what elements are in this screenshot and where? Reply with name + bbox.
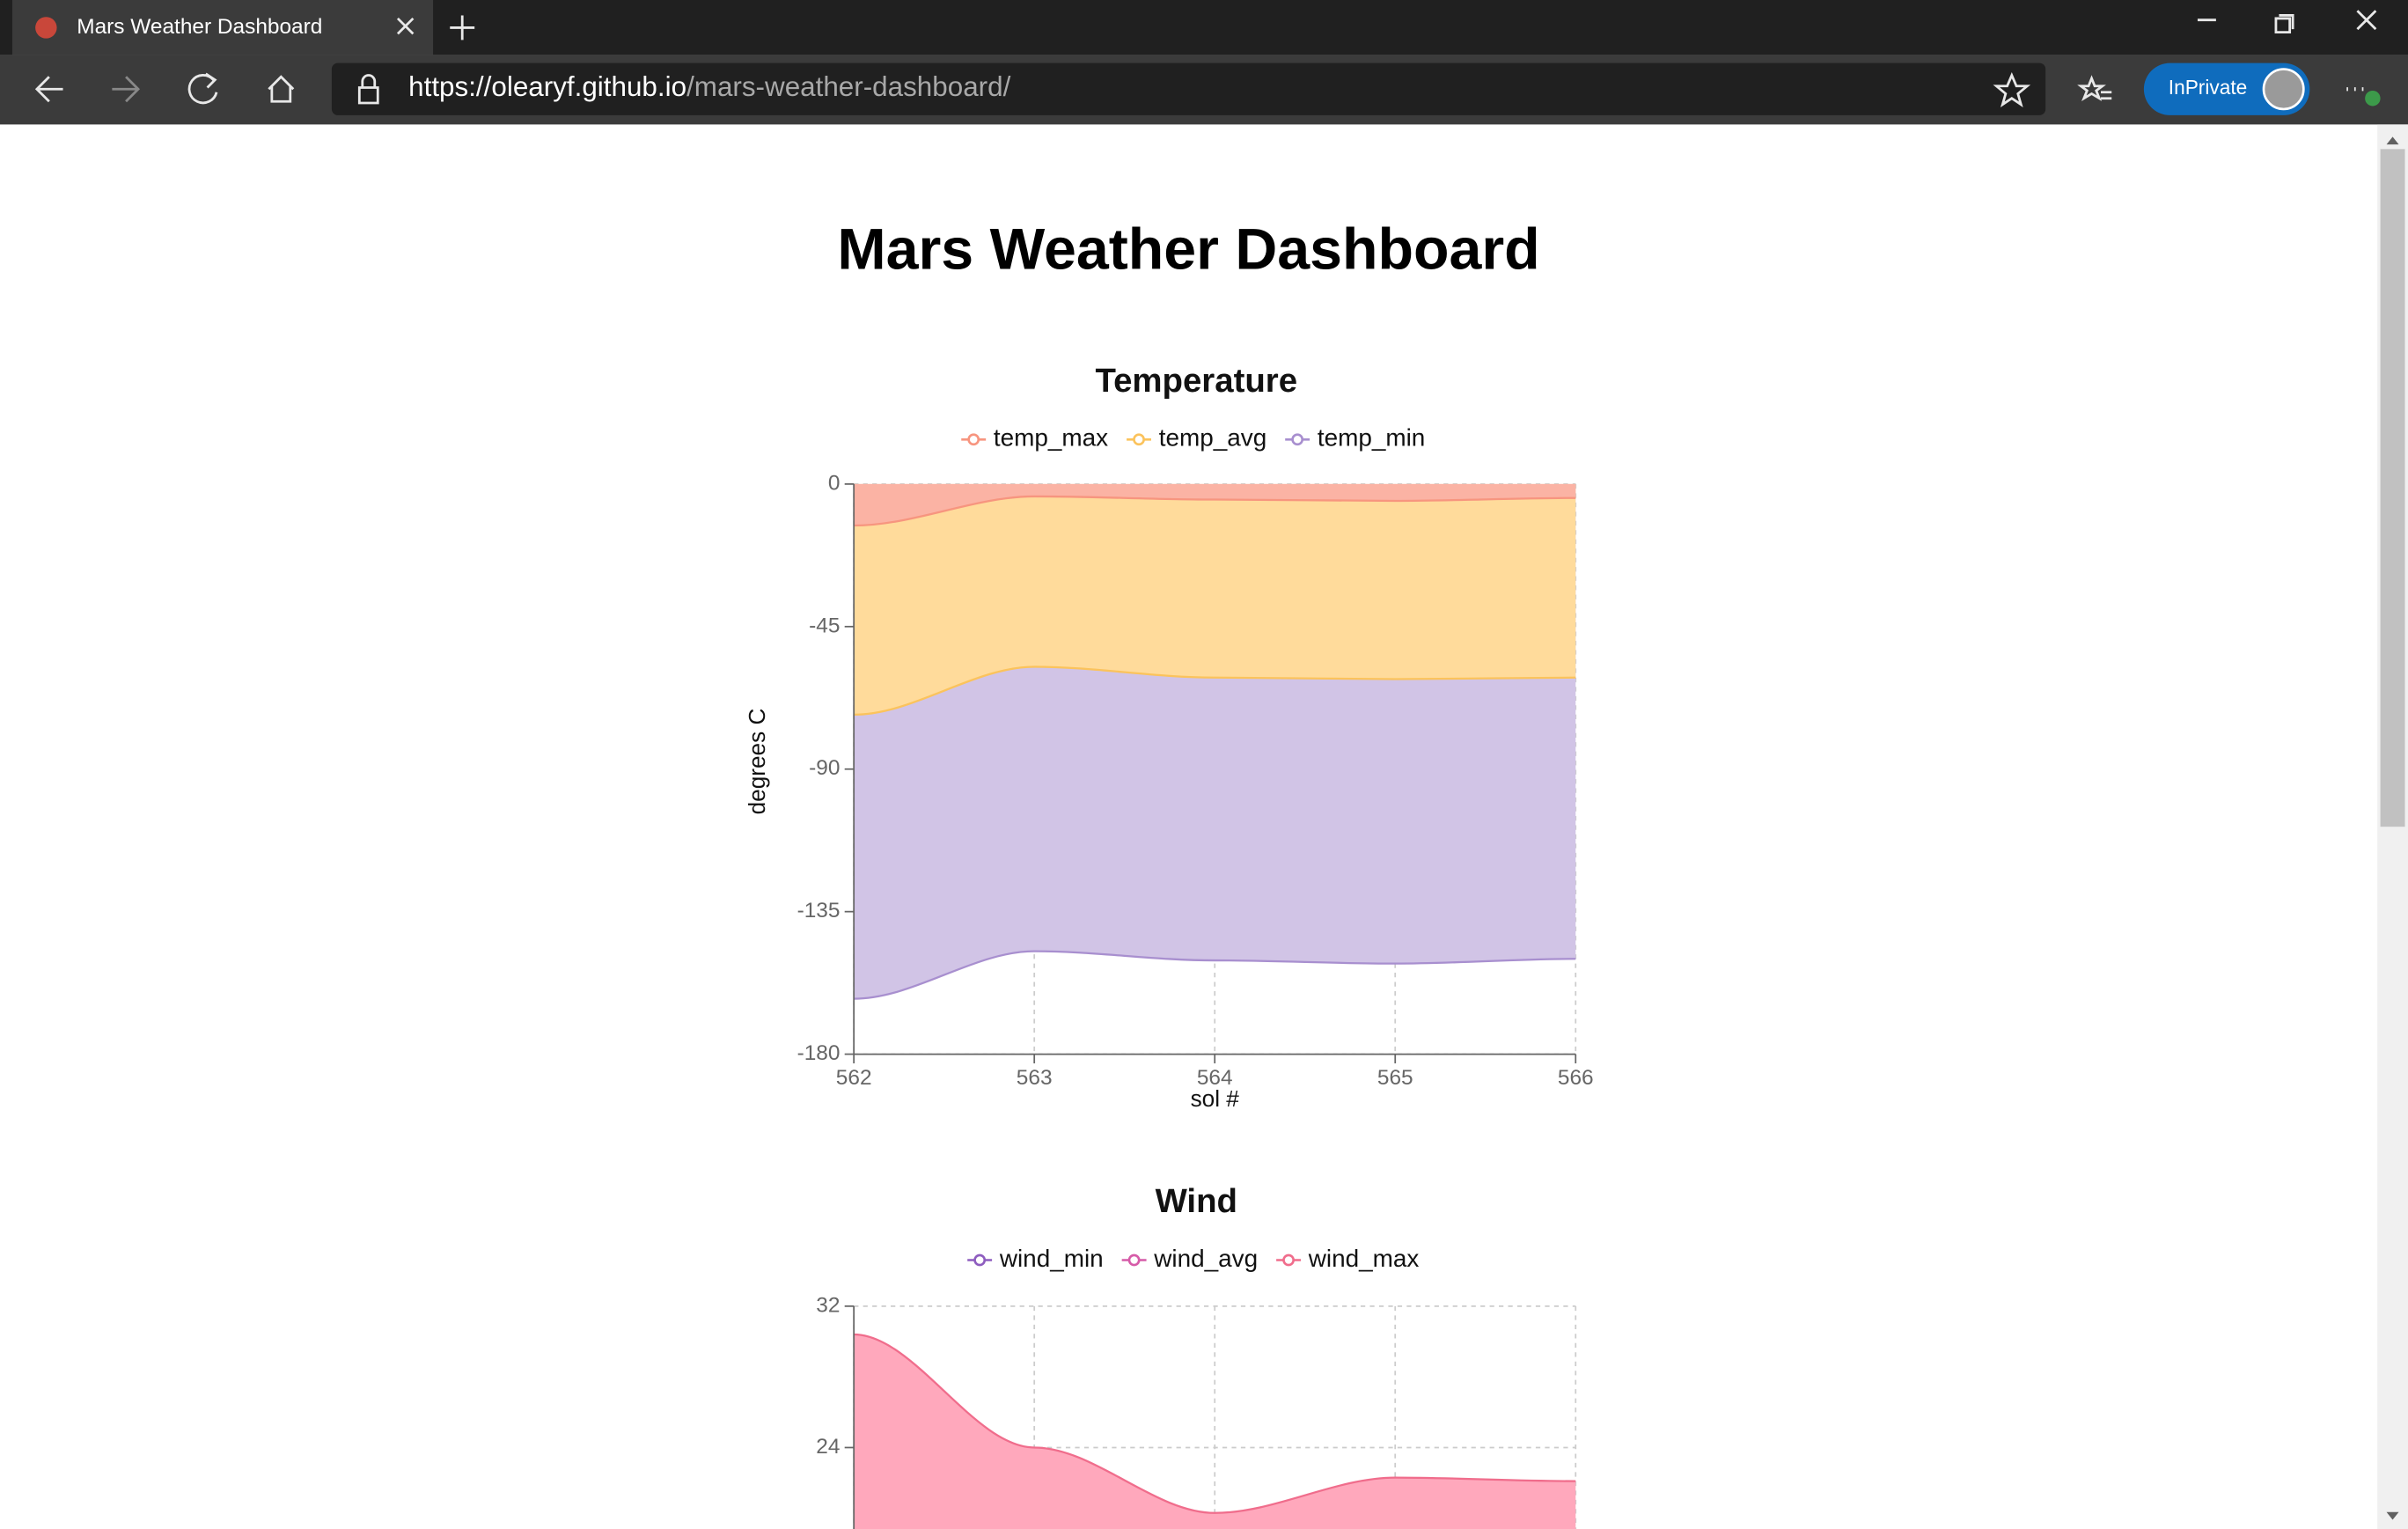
chart-title: Wind xyxy=(1156,1182,1237,1220)
area-line xyxy=(854,950,1576,1000)
legend-label: wind_min xyxy=(999,1245,1104,1272)
lock-icon xyxy=(357,74,379,105)
y-tick-label: 24 xyxy=(816,1435,840,1459)
chart-title: Temperature xyxy=(1095,362,1297,400)
inprivate-label: InPrivate xyxy=(2169,76,2247,99)
url-host: https://olearyf.github.io xyxy=(408,72,686,103)
restore[interactable] xyxy=(2274,14,2294,34)
back[interactable] xyxy=(34,76,63,103)
area-fill xyxy=(854,483,1576,526)
refresh[interactable] xyxy=(187,72,218,105)
x-tick-label: 563 xyxy=(1017,1066,1053,1090)
x-tick-label: 562 xyxy=(836,1066,872,1090)
legend-marker xyxy=(967,433,980,446)
legend-marker xyxy=(973,1253,987,1267)
x-tick-label: 566 xyxy=(1558,1066,1594,1090)
favorite-star[interactable] xyxy=(1993,71,2031,107)
x-tick-label: 565 xyxy=(1377,1066,1413,1090)
y-tick-label: -90 xyxy=(809,756,840,780)
area-fill xyxy=(854,1334,1576,1529)
x-axis-label: sol # xyxy=(1191,1085,1240,1112)
area-line xyxy=(854,665,1576,716)
legend-label: temp_min xyxy=(1318,424,1426,452)
legend: wind_min wind_avg wind_max xyxy=(967,1245,1419,1272)
x-tick-label: 564 xyxy=(1197,1066,1233,1090)
home[interactable] xyxy=(268,75,295,103)
url-path: /mars-weather-dashboard/ xyxy=(686,72,1011,103)
area-line xyxy=(854,1333,1576,1514)
tab-favicon xyxy=(35,17,57,39)
legend-label: temp_avg xyxy=(1159,424,1267,452)
avatar xyxy=(2262,68,2305,111)
tab-close[interactable] xyxy=(396,17,415,35)
forward[interactable] xyxy=(112,76,141,103)
y-axis-label: degrees C xyxy=(744,709,770,815)
page-heading: Mars Weather Dashboard xyxy=(837,217,1539,283)
legend-label: temp_max xyxy=(994,424,1108,452)
legend: temp_max temp_avg temp_min xyxy=(961,424,1425,452)
scroll-thumb[interactable] xyxy=(2380,149,2405,827)
area-line xyxy=(854,495,1576,527)
update-badge xyxy=(2365,90,2381,107)
area-fill xyxy=(854,483,1576,715)
legend-marker xyxy=(1127,1253,1141,1267)
legend-marker xyxy=(1133,433,1145,446)
tab[interactable] xyxy=(11,0,434,55)
y-tick-label: 32 xyxy=(816,1293,840,1317)
tab-title: Mars Weather Dashboard xyxy=(77,15,322,39)
url: https://olearyf.github.io/mars-weather-d… xyxy=(408,72,1010,103)
y-tick-label: -180 xyxy=(797,1041,841,1065)
y-tick-label: 0 xyxy=(828,471,841,495)
y-tick-label: -135 xyxy=(797,899,841,923)
new-tab[interactable] xyxy=(450,15,475,40)
y-tick-label: -45 xyxy=(809,614,840,637)
legend-marker xyxy=(1291,433,1304,446)
legend-label: wind_avg xyxy=(1153,1245,1258,1272)
address-bar[interactable] xyxy=(331,62,2046,115)
legend-marker xyxy=(1282,1253,1295,1267)
favorites[interactable] xyxy=(2077,75,2112,102)
legend-label: wind_max xyxy=(1308,1245,1420,1272)
close-window[interactable] xyxy=(2356,10,2377,31)
